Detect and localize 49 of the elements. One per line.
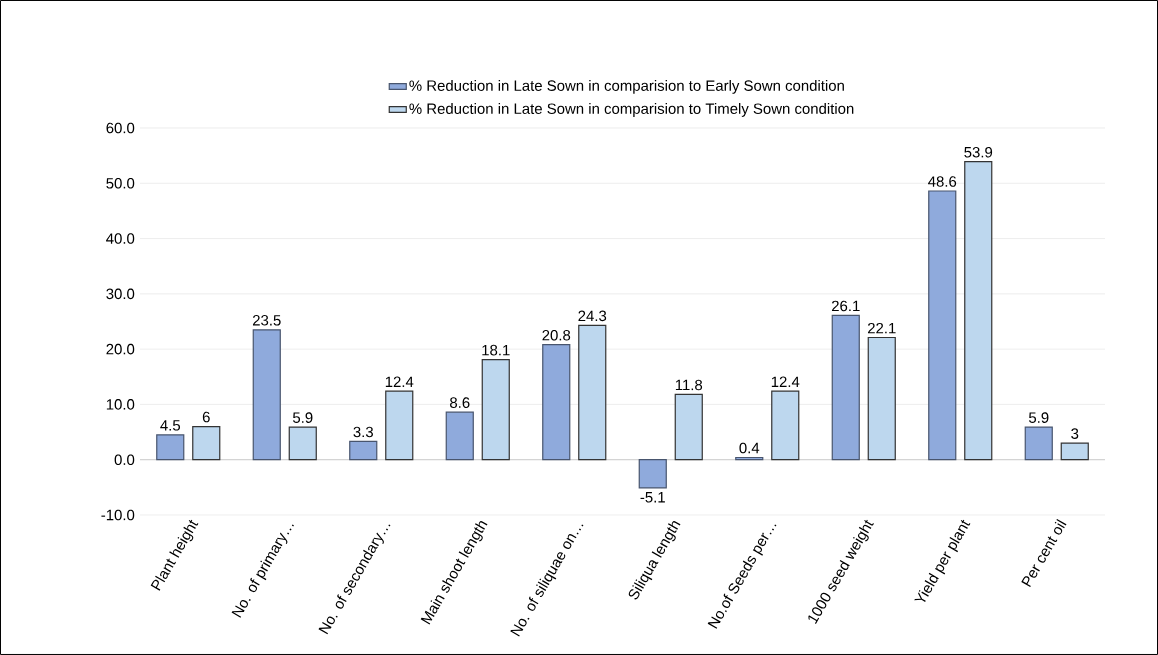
bar: [445, 411, 474, 461]
y-tick-label: 20.0: [106, 343, 135, 355]
bar: [831, 314, 860, 461]
bar: [674, 393, 703, 461]
y-tick-label: 10.0: [106, 399, 135, 410]
bar: [928, 190, 957, 461]
bar: [385, 390, 414, 461]
bar: [288, 426, 317, 461]
data-label: 6: [202, 411, 210, 423]
y-tick-label: -10.0: [101, 509, 135, 521]
data-label: 53.9: [964, 146, 993, 158]
data-label: 24.3: [578, 310, 607, 322]
data-label: 3.3: [353, 426, 373, 438]
bar: [542, 344, 571, 461]
data-label: 3: [1071, 428, 1079, 439]
bar: [964, 161, 993, 461]
bar: [771, 390, 800, 461]
data-label: 23.5: [252, 315, 281, 326]
legend-label: % Reduction in Late Sown in comparision to Early Sown condition: [409, 79, 844, 94]
data-label: 48.6: [928, 176, 957, 187]
data-label: 26.1: [831, 300, 860, 312]
data-label: 0.4: [739, 442, 760, 454]
bar: [252, 329, 281, 461]
data-label: 4.5: [160, 420, 181, 431]
bar: [156, 434, 185, 461]
data-label: 22.1: [867, 322, 896, 334]
data-label: 18.1: [482, 344, 510, 356]
bar: [638, 459, 667, 489]
legend-label: % Reduction in Late Sown in comparision to Timely Sown condition: [409, 103, 854, 117]
data-label: 8.6: [450, 397, 470, 408]
bar: [1024, 426, 1053, 461]
data-label: 5.9: [292, 412, 313, 423]
bar: [578, 324, 607, 461]
y-tick-label: 60.0: [106, 122, 135, 134]
data-label: 20.8: [542, 329, 571, 341]
y-tick-label: 0.0: [114, 454, 135, 465]
data-label: -5.1: [640, 492, 665, 503]
bar: [192, 425, 221, 461]
data-label: 5.9: [1028, 412, 1049, 423]
data-label: 11.8: [675, 379, 703, 391]
data-label: 12.4: [385, 376, 414, 387]
y-tick-label: 30.0: [106, 288, 135, 300]
bar: [481, 359, 510, 461]
bar: [1060, 442, 1089, 461]
bar: [349, 440, 378, 461]
data-label: 12.4: [771, 376, 800, 387]
bar: [867, 336, 896, 461]
y-tick-label: 50.0: [106, 177, 135, 189]
y-tick-label: 40.0: [106, 233, 135, 244]
